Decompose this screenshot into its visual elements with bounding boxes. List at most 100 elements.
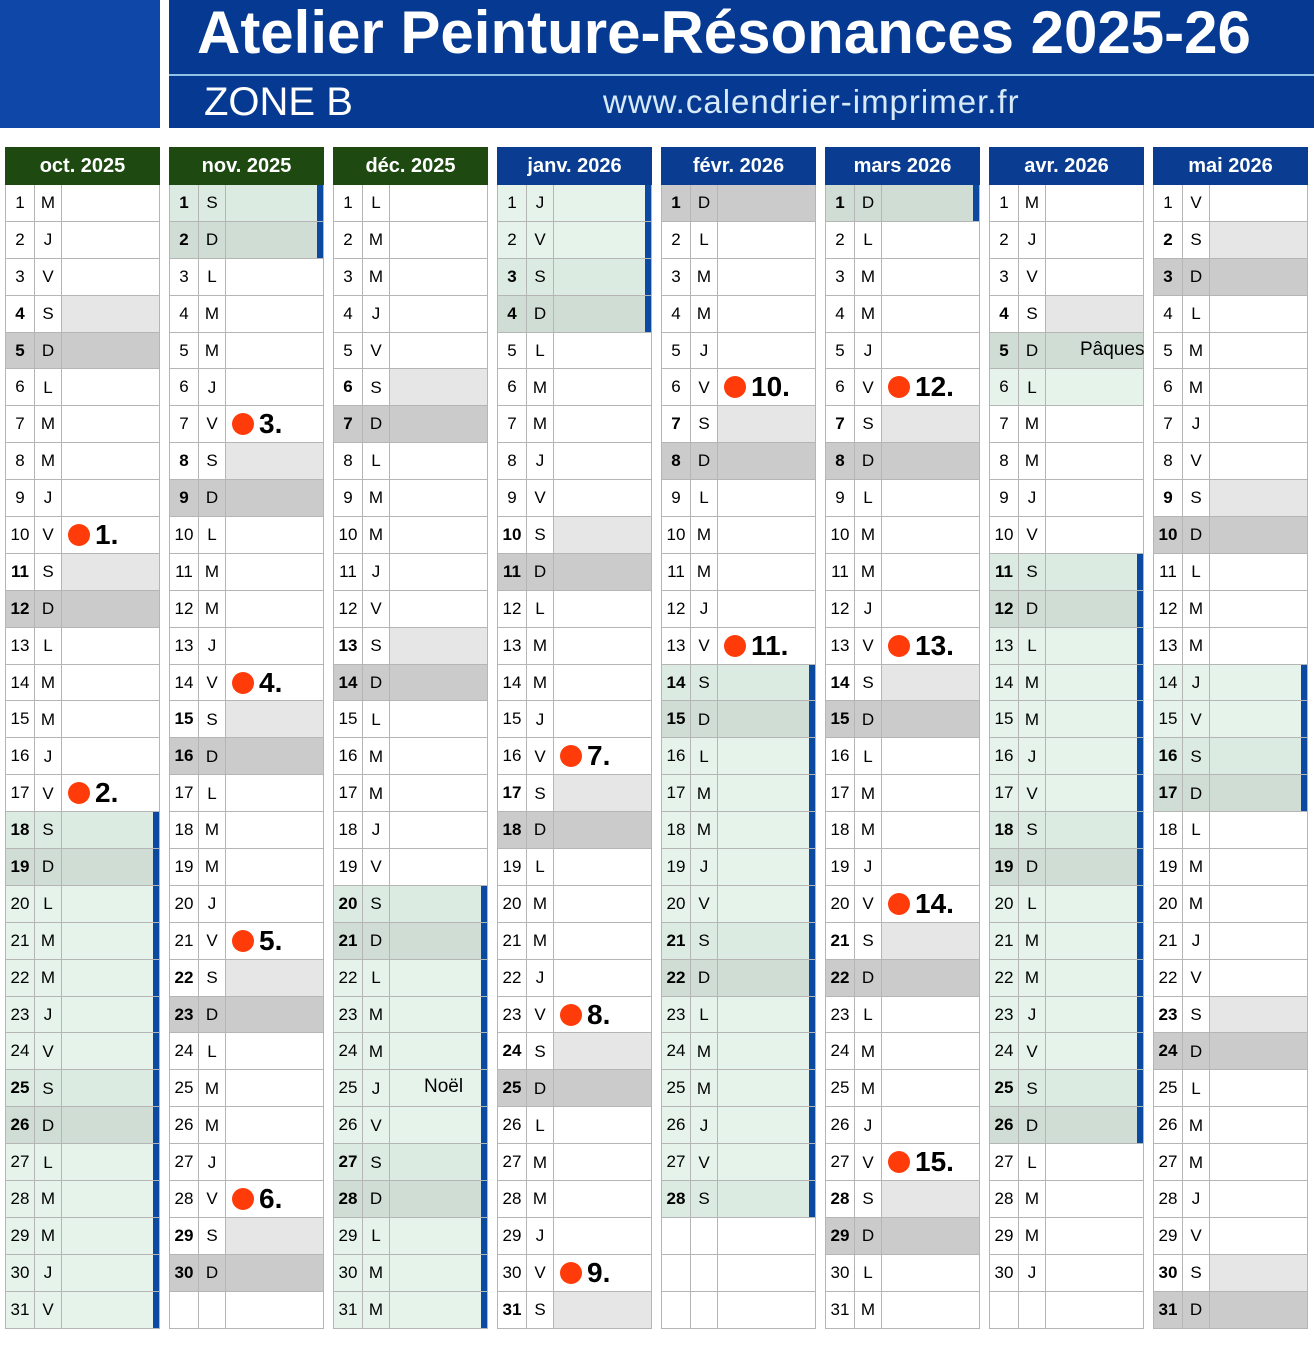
day-notes [1210, 1070, 1307, 1106]
day-number: 18 [662, 812, 691, 849]
day-number: 24 [170, 1033, 199, 1070]
weekday-cell [855, 1144, 882, 1181]
day-number: 26 [6, 1107, 35, 1144]
day-number: 23 [1154, 996, 1183, 1033]
day-row: 4 [333, 295, 488, 333]
weekday-cell [691, 443, 718, 480]
weekday-cell [691, 185, 718, 221]
weekday-cell [199, 996, 226, 1033]
weekday-cell [199, 922, 226, 959]
day-number: 7 [334, 406, 363, 443]
day-row: 22 [1153, 959, 1308, 997]
weekday-cell [855, 812, 882, 849]
website-link[interactable]: www.calendrier-imprimer.fr [603, 83, 1020, 120]
day-row: 9 [169, 480, 324, 518]
day-number: 1 [334, 185, 363, 221]
day-row: 8 [497, 443, 652, 481]
day-notes [1210, 221, 1307, 258]
weekday-cell [363, 1254, 390, 1291]
holiday-bar [1301, 664, 1307, 701]
day-row: 27 [5, 1144, 160, 1182]
day-number: 15 [826, 701, 855, 738]
weekday-cell [1183, 517, 1210, 553]
day-number: 14 [662, 664, 691, 701]
day-row: 5 [169, 332, 324, 370]
weekday-cell [1183, 996, 1210, 1033]
weekday-cell [1183, 1181, 1210, 1217]
weekday-cell [199, 258, 226, 295]
holiday-bar [153, 1217, 159, 1254]
day-notes [62, 259, 159, 295]
day-row: 28 [5, 1181, 160, 1218]
weekday-cell [1183, 332, 1210, 369]
day-notes [1046, 185, 1143, 221]
day-row: 9 [497, 480, 652, 518]
day-notes [1210, 996, 1307, 1033]
day-number: 28 [1154, 1181, 1183, 1217]
holiday-bar [153, 849, 159, 885]
weekday-cell [1019, 922, 1046, 959]
day-number: 8 [662, 443, 691, 480]
day-notes [1210, 960, 1307, 996]
session-dot-icon [560, 1003, 582, 1026]
day-number: 11 [990, 553, 1019, 590]
day-row: 2 [661, 221, 816, 259]
weekday-cell [35, 738, 62, 775]
day-row: 17 [825, 775, 980, 813]
day-number: 5 [990, 332, 1019, 369]
day-number: 4 [662, 295, 691, 332]
day-notes [1046, 1218, 1143, 1254]
day-notes: 8. [554, 997, 651, 1033]
day-number: 13 [498, 627, 527, 664]
day-row: 1 [333, 185, 488, 222]
day-notes [390, 369, 487, 406]
page-title: Atelier Peinture-Résonances 2025-26 [197, 0, 1251, 66]
day-row: 14 [5, 664, 160, 702]
session-number: 10. [751, 371, 790, 403]
day-notes [718, 812, 815, 849]
day-row: 13 [169, 627, 324, 665]
weekday-cell [855, 185, 882, 221]
weekday-cell [855, 849, 882, 885]
holiday-bar [481, 1107, 487, 1144]
day-row: 27 [661, 1144, 816, 1182]
day-row: 2 [1153, 221, 1308, 259]
day-notes [882, 1181, 979, 1217]
weekday-cell [855, 1291, 882, 1328]
day-number: 4 [826, 295, 855, 332]
day-row: 24 [825, 1033, 980, 1071]
day-notes [226, 812, 323, 848]
weekday-cell [527, 664, 554, 701]
day-notes [226, 849, 323, 885]
holiday-bar [809, 701, 815, 738]
day-number: 26 [170, 1107, 199, 1144]
day-notes [1046, 885, 1143, 922]
day-notes [554, 333, 651, 369]
day-number: 22 [662, 959, 691, 996]
weekday-cell [199, 1254, 226, 1291]
day-notes [882, 406, 979, 443]
day-number: 4 [498, 295, 527, 332]
day-number: 16 [990, 738, 1019, 775]
weekday-cell [35, 1181, 62, 1217]
day-row: 3 [333, 258, 488, 296]
day-number: 29 [990, 1217, 1019, 1254]
day-number: 17 [826, 775, 855, 812]
day-notes [226, 554, 323, 590]
day-notes [554, 1181, 651, 1217]
day-number: 26 [990, 1107, 1019, 1144]
day-row: 23 [1153, 996, 1308, 1034]
weekday-cell [199, 443, 226, 480]
day-row: 30 [989, 1254, 1144, 1292]
day-number: 3 [6, 258, 35, 295]
weekday-cell [855, 959, 882, 996]
day-row: 17 [333, 775, 488, 813]
session-number: 8. [587, 998, 611, 1030]
day-row: 21 5. [169, 922, 324, 960]
day-row: 19 [661, 849, 816, 886]
day-row: 16 [333, 738, 488, 776]
day-notes [554, 369, 651, 405]
day-notes [1046, 922, 1143, 959]
day-notes [554, 553, 651, 590]
day-row: 6 10. [661, 369, 816, 407]
